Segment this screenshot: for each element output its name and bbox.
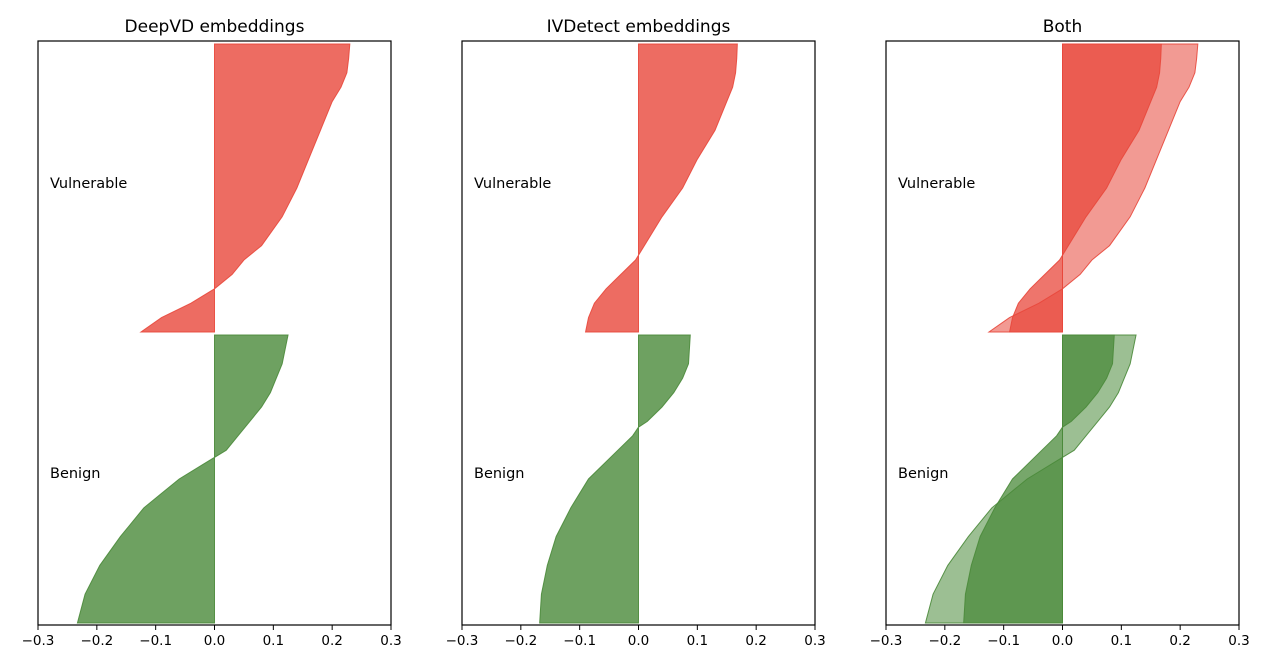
vulnerable-area-0: [584, 43, 738, 333]
benign-label: Benign: [50, 466, 100, 482]
x-tick-label: −0.3: [22, 633, 55, 649]
x-tick-label: −0.2: [504, 633, 537, 649]
x-tick-label: 0.2: [321, 633, 342, 649]
x-tick-label: −0.1: [987, 633, 1020, 649]
chart-title: Both: [1043, 17, 1083, 37]
x-tick-label: 0.2: [1169, 633, 1190, 649]
x-tick-label: 0.3: [380, 633, 401, 649]
x-tick-label: −0.3: [870, 633, 903, 649]
x-tick-label: 0.1: [1111, 633, 1132, 649]
benign-area-0: [76, 334, 289, 624]
vulnerable-label: Vulnerable: [474, 176, 551, 192]
x-tick-label: −0.2: [928, 633, 961, 649]
chart-title: DeepVD embeddings: [125, 17, 305, 37]
vulnerable-label: Vulnerable: [898, 176, 975, 192]
benign-label: Benign: [474, 466, 524, 482]
chart-panel-2: Both Vulnerable Benign −0.3 −0.2 −0.1 0.0 0.1 0.…: [870, 17, 1250, 649]
x-tick-label: 0.1: [263, 633, 284, 649]
x-tick-label: 0.3: [1228, 633, 1249, 649]
vulnerable-label: Vulnerable: [50, 176, 127, 192]
chart-title: IVDetect embeddings: [547, 17, 731, 37]
vulnerable-area-0: [139, 43, 351, 333]
chart-panel-0: DeepVD embeddings Vulnerable Benign −0.3 −0.…: [22, 17, 402, 649]
x-tick-label: 0.0: [204, 633, 225, 649]
x-tick-label: 0.1: [687, 633, 708, 649]
x-tick-label: −0.3: [446, 633, 479, 649]
benign-area-1: [963, 334, 1115, 624]
chart-panel-1: IVDetect embeddings Vulnerable Benign −0.3 −…: [446, 17, 826, 649]
benign-area-0: [539, 334, 691, 624]
x-tick-label: −0.2: [80, 633, 113, 649]
x-tick-label: 0.0: [628, 633, 649, 649]
x-tick-label: 0.2: [745, 633, 766, 649]
x-tick-label: −0.1: [563, 633, 596, 649]
x-tick-label: 0.0: [1052, 633, 1073, 649]
x-tick-label: 0.3: [804, 633, 825, 649]
vulnerable-area-1: [1008, 43, 1162, 333]
x-tick-label: −0.1: [139, 633, 172, 649]
benign-label: Benign: [898, 466, 948, 482]
